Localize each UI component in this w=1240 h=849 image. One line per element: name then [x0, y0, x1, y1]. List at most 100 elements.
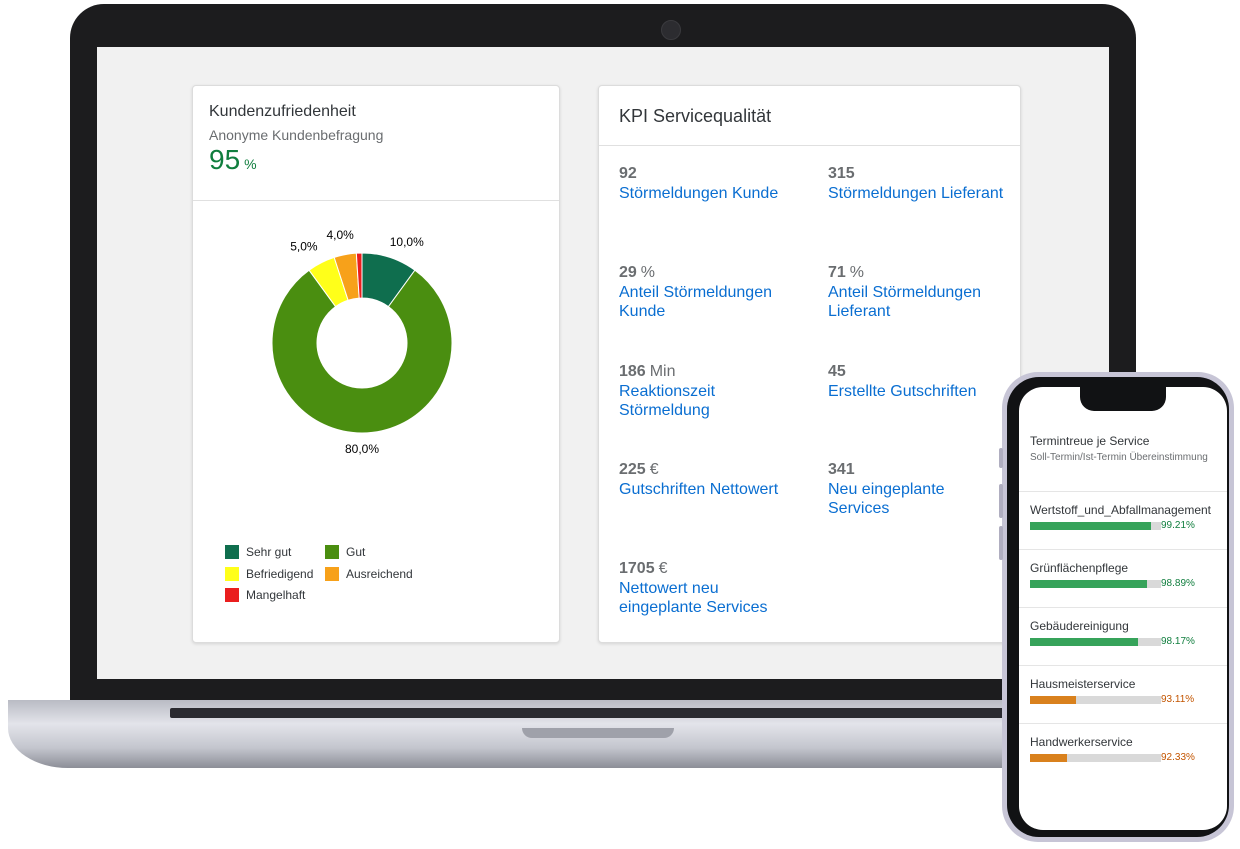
progress-value: 93.11%	[1161, 694, 1195, 705]
legend-swatch	[225, 545, 239, 559]
legend-swatch	[225, 588, 239, 602]
laptop-screen: Kundenzufriedenheit Anonyme Kundenbefrag…	[97, 47, 1109, 679]
kpi-item-link[interactable]: Nettowert neu eingeplante Services	[619, 580, 768, 616]
kpi-item-value: 186 Min	[619, 363, 676, 380]
service-row[interactable]: Handwerkerservice 92.33%	[1030, 735, 1225, 785]
legend-swatch	[225, 567, 239, 581]
phone-frame: Termintreue je Service Soll-Termin/Ist-T…	[999, 372, 1234, 842]
legend-label: Sehr gut	[246, 545, 292, 559]
kpi-item-value: 1705 €	[619, 560, 668, 577]
kpi-item[interactable]: 1705 € Nettowert neu eingeplante Services	[619, 560, 799, 617]
legend-label: Mangelhaft	[246, 588, 306, 602]
phone-side-button	[999, 448, 1003, 468]
legend-item[interactable]: Sehr gut	[225, 544, 291, 560]
donut-data-label: 10,0%	[390, 235, 424, 249]
kpi-item-link[interactable]: Neu eingeplante Services	[828, 481, 945, 517]
service-name: Handwerkerservice	[1030, 735, 1133, 749]
kpi-card-header: KPI Servicequalität	[599, 86, 1020, 146]
satisfaction-card-header[interactable]: Kundenzufriedenheit Anonyme Kundenbefrag…	[193, 86, 559, 201]
legend-item[interactable]: Gut	[325, 544, 365, 560]
progress-bar-track	[1030, 638, 1161, 646]
progress-bar-fill	[1030, 638, 1139, 646]
service-row[interactable]: Wertstoff_und_Abfallmanagement 99.21%	[1030, 503, 1225, 553]
laptop-notch	[522, 728, 674, 738]
kpi-item-link[interactable]: Gutschriften Nettowert	[619, 481, 779, 498]
kpi-item-value: 315	[828, 165, 855, 182]
kpi-item[interactable]: 341 Neu eingeplante Services	[828, 461, 1008, 518]
kpi-item-value: 92	[619, 165, 637, 182]
legend-label: Ausreichend	[346, 567, 413, 581]
kpi-item-link[interactable]: Störmeldungen Kunde	[619, 185, 779, 202]
legend-swatch	[325, 545, 339, 559]
kpi-item-link[interactable]: Reaktionszeit Störmeldung	[619, 383, 716, 419]
card-title: KPI Servicequalität	[619, 106, 772, 126]
kpi-unit: %	[244, 156, 257, 172]
kpi-item-link[interactable]: Störmeldungen Lieferant	[828, 185, 1004, 202]
kpi-item-link[interactable]: Anteil Störmeldungen Lieferant	[828, 284, 981, 320]
divider	[1019, 549, 1227, 550]
kpi-card: KPI Servicequalität 92 Störmeldungen Kund…	[598, 85, 1021, 643]
donut-chart: 10,0% 80,0% 5,0% 4,0%	[193, 201, 559, 511]
progress-bar-fill	[1030, 522, 1152, 530]
donut-slice-mangelhaft[interactable]	[355, 252, 363, 299]
service-name: Hausmeisterservice	[1030, 677, 1136, 691]
kpi-item-unit: %	[640, 264, 656, 281]
divider	[1019, 723, 1227, 724]
kpi-item[interactable]: 29% Anteil Störmeldungen Kunde	[619, 264, 799, 321]
donut-data-label: 4,0%	[326, 228, 354, 242]
donut-slice-gut[interactable]	[271, 269, 453, 434]
kpi-item-unit: Min	[649, 363, 676, 380]
card-title: Kundenzufriedenheit	[209, 103, 356, 120]
progress-bar-track	[1030, 754, 1161, 762]
legend-swatch	[325, 567, 339, 581]
donut-data-label: 80,0%	[345, 442, 379, 456]
kpi-item-unit: €	[658, 560, 668, 577]
phone-card-title: Termintreue je Service	[1030, 434, 1150, 448]
progress-bar-track	[1030, 696, 1161, 704]
progress-bar-track	[1030, 580, 1161, 588]
divider	[1019, 665, 1227, 666]
service-row[interactable]: Grünflächenpflege 98.89%	[1030, 561, 1225, 611]
legend-label: Gut	[346, 545, 366, 559]
progress-bar-fill	[1030, 754, 1067, 762]
satisfaction-card[interactable]: Kundenzufriedenheit Anonyme Kundenbefrag…	[192, 85, 560, 643]
phone-volume-up-button	[999, 484, 1003, 518]
phone-card-subtitle: Soll-Termin/Ist-Termin Übereinstimmung	[1030, 452, 1208, 463]
donut-data-label: 5,0%	[290, 240, 318, 254]
service-row[interactable]: Gebäudereinigung 98.17%	[1030, 619, 1225, 669]
service-row[interactable]: Hausmeisterservice 93.11%	[1030, 677, 1225, 727]
kpi-item[interactable]: 45 Erstellte Gutschriften	[828, 363, 1008, 401]
kpi-item-link[interactable]: Anteil Störmeldungen Kunde	[619, 284, 772, 320]
legend-label: Befriedigend	[246, 567, 314, 581]
kpi-item[interactable]: 92 Störmeldungen Kunde	[619, 165, 799, 203]
divider	[1019, 607, 1227, 608]
kpi-item-unit: €	[649, 461, 659, 478]
progress-value: 98.89%	[1161, 578, 1195, 589]
divider	[1019, 491, 1227, 492]
laptop-keyboard-edge	[170, 708, 1010, 718]
kpi-item-link[interactable]: Erstellte Gutschriften	[828, 383, 977, 400]
progress-bar-fill	[1030, 580, 1148, 588]
kpi-item-value: 45	[828, 363, 846, 380]
legend-item[interactable]: Befriedigend	[225, 566, 313, 582]
kpi-item-value: 29%	[619, 264, 656, 281]
kpi-item[interactable]: 225 € Gutschriften Nettowert	[619, 461, 799, 499]
phone-volume-down-button	[999, 526, 1003, 560]
kpi-item[interactable]: 315 Störmeldungen Lieferant	[828, 165, 1008, 203]
camera-icon	[661, 20, 681, 40]
kpi-item[interactable]: 71% Anteil Störmeldungen Lieferant	[828, 264, 1008, 321]
kpi-number: 95	[209, 144, 241, 175]
phone-bezel: Termintreue je Service Soll-Termin/Ist-T…	[1007, 377, 1229, 837]
kpi-item-unit: %	[849, 264, 865, 281]
phone-notch	[1080, 387, 1166, 411]
progress-value: 98.17%	[1161, 636, 1195, 647]
legend-item[interactable]: Mangelhaft	[225, 587, 305, 603]
phone-screen: Termintreue je Service Soll-Termin/Ist-T…	[1019, 387, 1227, 830]
kpi-item-value: 225 €	[619, 461, 659, 478]
progress-bar-track	[1030, 522, 1161, 530]
donut-chart-svg: 10,0% 80,0% 5,0% 4,0%	[271, 228, 453, 456]
kpi-item-value: 341	[828, 461, 855, 478]
kpi-item[interactable]: 186 Min Reaktionszeit Störmeldung	[619, 363, 799, 420]
legend-item[interactable]: Ausreichend	[325, 566, 413, 582]
progress-bar-fill	[1030, 696, 1077, 704]
